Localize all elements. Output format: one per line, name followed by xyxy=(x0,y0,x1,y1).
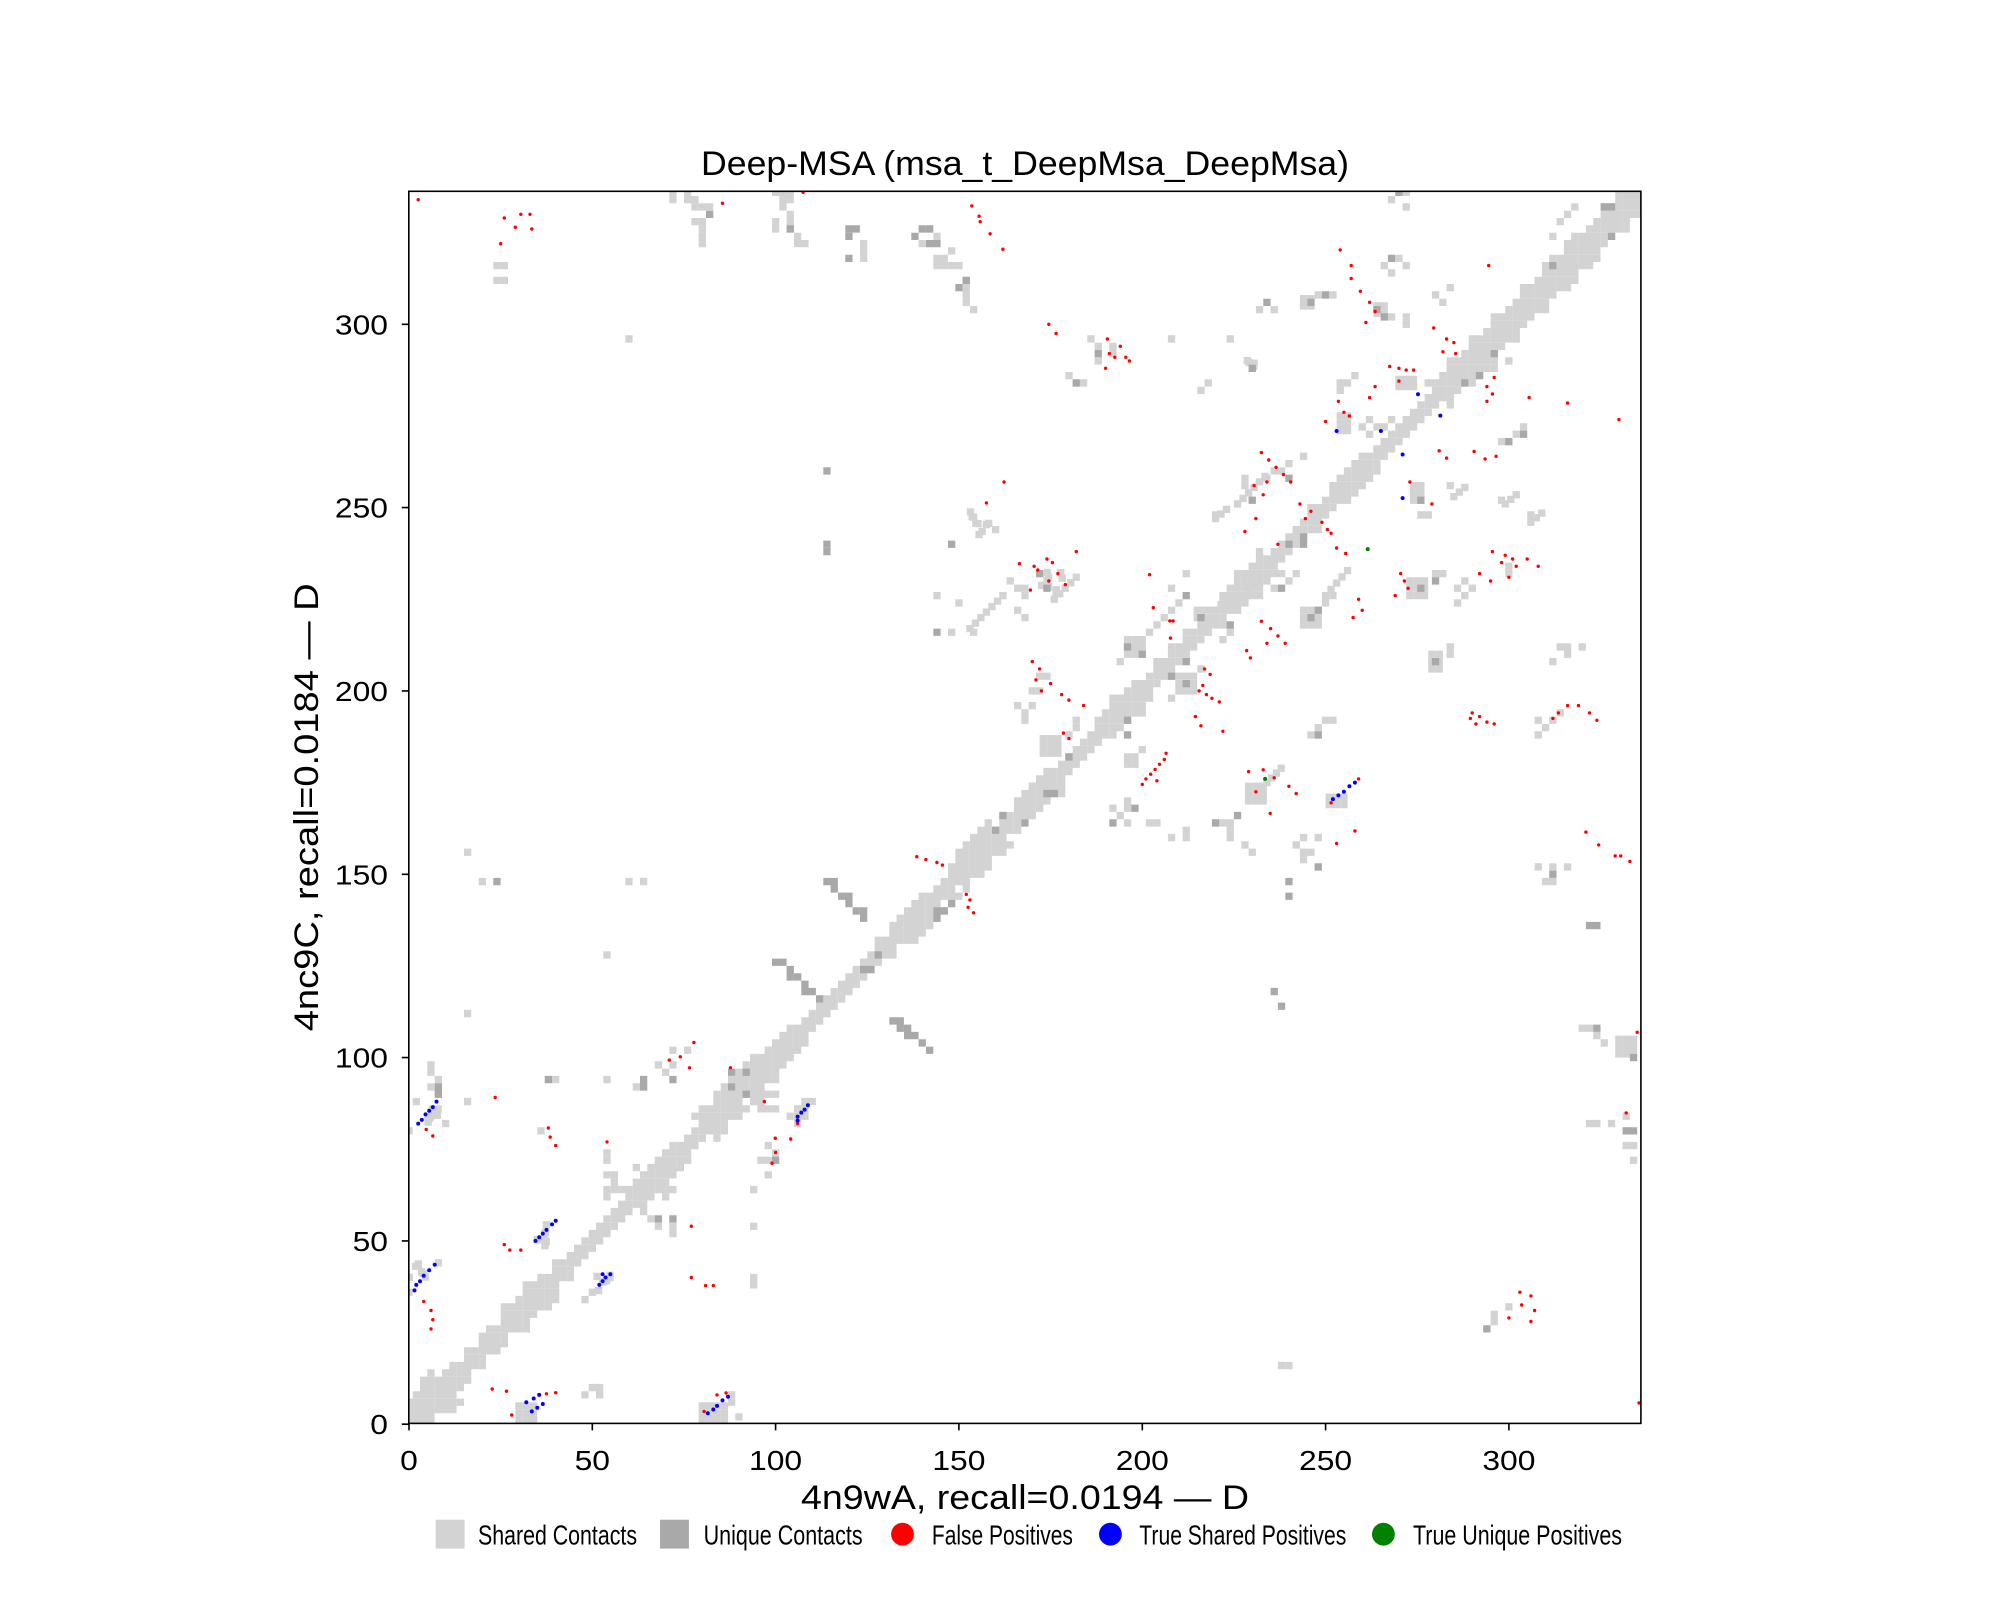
svg-text:4n9wA, recall=0.0194 — D: 4n9wA, recall=0.0194 — D xyxy=(801,1479,1249,1517)
svg-text:Deep-MSA (msa_t_DeepMsa_DeepMs: Deep-MSA (msa_t_DeepMsa_DeepMsa) xyxy=(701,145,1349,183)
svg-text:Shared Contacts: Shared Contacts xyxy=(478,1520,637,1551)
svg-text:4nc9C, recall=0.0184 — D: 4nc9C, recall=0.0184 — D xyxy=(288,583,326,1031)
svg-text:True Unique Positives: True Unique Positives xyxy=(1413,1520,1622,1551)
svg-text:Unique Contacts: Unique Contacts xyxy=(704,1520,863,1551)
svg-text:250: 250 xyxy=(1299,1445,1352,1476)
svg-text:150: 150 xyxy=(932,1445,985,1476)
svg-text:True Shared Positives: True Shared Positives xyxy=(1139,1520,1346,1551)
svg-text:False Positives: False Positives xyxy=(932,1520,1073,1551)
svg-text:0: 0 xyxy=(370,1409,388,1440)
svg-text:300: 300 xyxy=(1482,1445,1535,1476)
svg-text:300: 300 xyxy=(335,309,388,340)
svg-text:100: 100 xyxy=(335,1043,388,1074)
svg-text:50: 50 xyxy=(353,1226,388,1257)
svg-text:150: 150 xyxy=(335,859,388,890)
svg-text:250: 250 xyxy=(335,493,388,524)
svg-text:200: 200 xyxy=(1116,1445,1169,1476)
svg-text:200: 200 xyxy=(335,676,388,707)
svg-text:100: 100 xyxy=(749,1445,802,1476)
svg-text:0: 0 xyxy=(400,1445,418,1476)
svg-text:50: 50 xyxy=(575,1445,610,1476)
